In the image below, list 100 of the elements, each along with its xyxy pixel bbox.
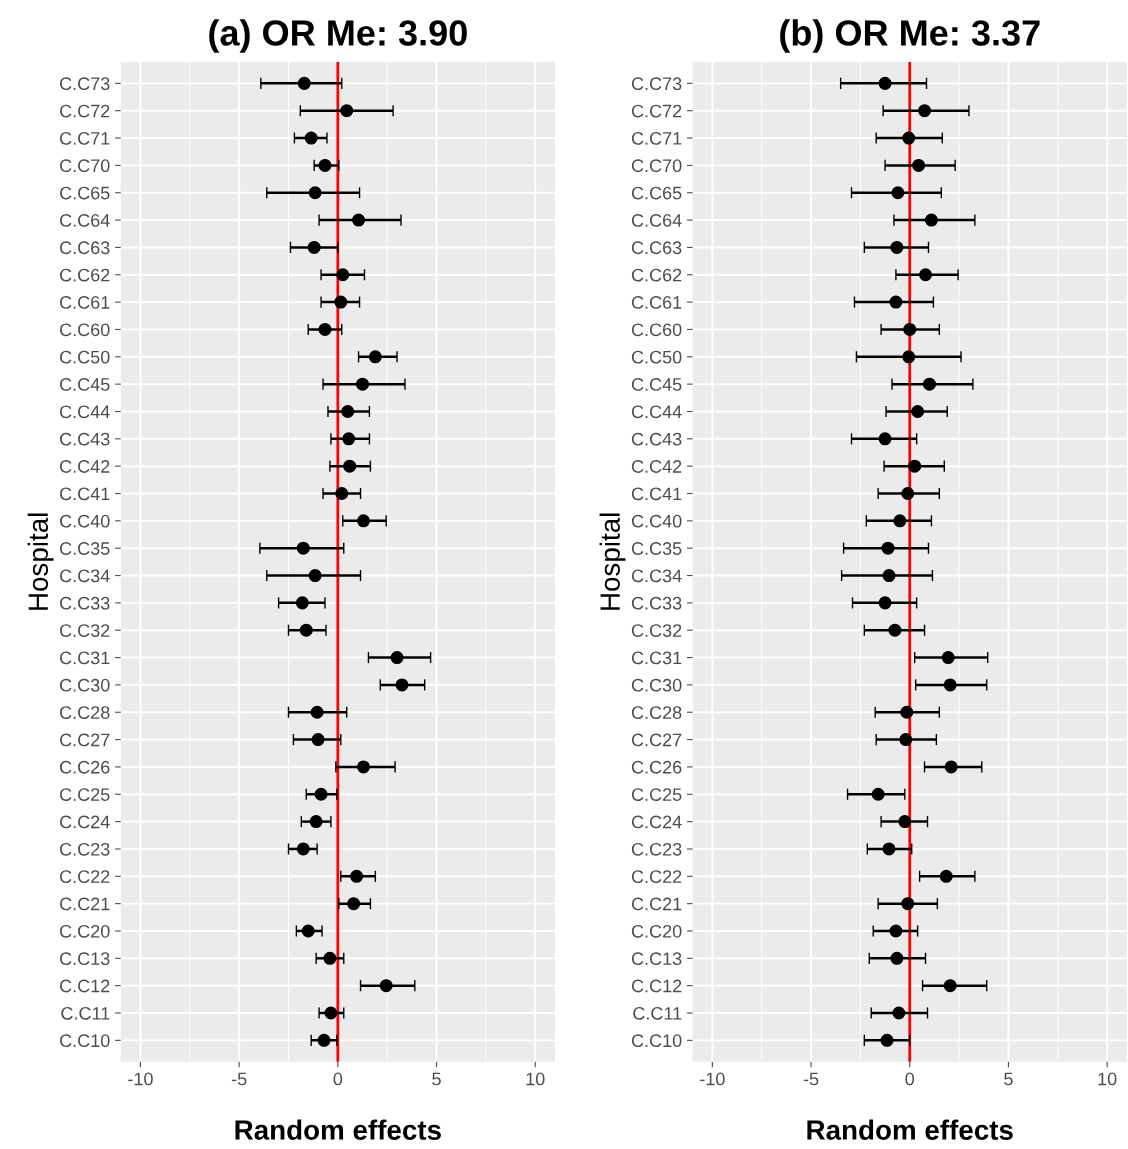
point — [314, 787, 328, 801]
y-tick-label: C.C70 — [631, 159, 682, 173]
y-tick-label: C.C13 — [631, 952, 682, 966]
y-tick-label: C.C32 — [60, 624, 110, 637]
point — [939, 869, 953, 883]
point — [324, 1006, 338, 1020]
point — [318, 158, 332, 172]
point — [900, 705, 914, 719]
point — [902, 131, 916, 145]
y-tick-label: C.C44 — [60, 405, 110, 419]
y-tick-label: C.C65 — [60, 186, 110, 200]
y-tick-label: C.C34 — [60, 569, 110, 583]
point — [891, 186, 905, 200]
y-tick-label: C.C23 — [631, 842, 682, 856]
y-tick-label: C.C62 — [60, 268, 110, 282]
x-tick-label: 5 — [1004, 1072, 1013, 1086]
point — [336, 268, 350, 282]
point — [352, 213, 366, 227]
point — [878, 76, 892, 90]
point — [323, 951, 337, 965]
point — [368, 350, 382, 364]
y-tick-label: C.C11 — [61, 1006, 110, 1020]
y-tick-label: C.C12 — [631, 979, 682, 993]
y-tick-label: C.C50 — [60, 350, 110, 364]
point — [309, 815, 323, 829]
point — [901, 897, 915, 911]
x-tick-label: -5 — [231, 1072, 247, 1086]
y-axis-title: Hospital — [599, 513, 626, 610]
y-axis-title: Hospital — [27, 513, 54, 610]
point — [395, 678, 409, 692]
y-tick-label: C.C12 — [60, 979, 110, 993]
point — [892, 1006, 906, 1020]
point — [890, 240, 904, 254]
x-axis-title: Random effects — [235, 1119, 441, 1140]
y-tick-label: C.C61 — [631, 296, 682, 309]
y-tick-label: C.C43 — [631, 432, 682, 446]
y-tick-label: C.C70 — [60, 159, 110, 173]
point — [310, 705, 324, 719]
y-tick-label: C.C42 — [60, 460, 110, 473]
x-tick-label: 10 — [1098, 1072, 1117, 1086]
y-tick-label: C.C33 — [60, 596, 110, 610]
point — [919, 268, 933, 282]
point — [902, 350, 916, 364]
point — [342, 432, 356, 446]
point — [878, 596, 892, 610]
y-tick-label: C.C50 — [631, 350, 682, 364]
point — [889, 924, 903, 938]
x-tick-label: 0 — [905, 1072, 915, 1086]
y-tick-label: C.C13 — [60, 952, 110, 966]
point — [308, 569, 322, 583]
y-tick-label: C.C44 — [631, 405, 682, 419]
point — [307, 240, 321, 254]
y-tick-label: C.C65 — [631, 186, 682, 200]
y-tick-label: C.C26 — [631, 760, 682, 774]
x-tick-label: -10 — [700, 1072, 725, 1086]
point — [356, 377, 370, 391]
point — [941, 651, 955, 665]
y-tick-label: C.C23 — [60, 842, 110, 856]
y-tick-label: C.C71 — [60, 131, 110, 145]
y-tick-label: C.C61 — [60, 296, 110, 309]
y-tick-label: C.C41 — [631, 487, 682, 501]
point — [901, 487, 915, 501]
point — [890, 951, 904, 965]
y-tick-label: C.C32 — [631, 624, 682, 637]
y-tick-label: C.C31 — [631, 651, 682, 665]
y-tick-label: C.C62 — [631, 268, 682, 282]
point — [924, 213, 938, 227]
y-tick-label: C.C30 — [60, 678, 110, 692]
y-tick-label: C.C33 — [631, 596, 682, 610]
y-tick-label: C.C28 — [60, 706, 110, 719]
y-tick-label: C.C40 — [60, 514, 110, 528]
y-tick-label: C.C73 — [60, 77, 110, 91]
y-tick-label: C.C63 — [631, 241, 682, 255]
y-tick-label: C.C21 — [60, 897, 110, 911]
y-tick-label: C.C43 — [60, 432, 110, 446]
y-tick-label: C.C25 — [60, 788, 110, 801]
y-tick-label: C.C64 — [631, 214, 682, 227]
y-tick-label: C.C24 — [60, 815, 110, 829]
y-tick-label: C.C72 — [60, 104, 110, 118]
y-tick-label: C.C27 — [631, 733, 682, 747]
point — [893, 514, 907, 528]
y-tick-label: C.C60 — [60, 323, 110, 337]
y-tick-label: C.C64 — [60, 214, 110, 227]
point — [881, 541, 895, 555]
point — [882, 842, 896, 856]
y-tick-label: C.C21 — [631, 897, 682, 911]
y-tick-label: C.C42 — [631, 460, 682, 473]
y-tick-label: C.C63 — [60, 241, 110, 255]
y-tick-label: C.C31 — [60, 651, 110, 665]
point — [903, 322, 917, 336]
point — [299, 623, 313, 637]
y-tick-label: C.C71 — [631, 131, 682, 145]
point — [350, 869, 364, 883]
y-tick-label: C.C35 — [631, 542, 682, 555]
y-tick-label: C.C45 — [631, 378, 682, 391]
x-tick-label: 0 — [333, 1072, 343, 1086]
point — [347, 897, 361, 911]
y-tick-label: C.C24 — [631, 815, 682, 829]
x-axis-title: Random effects — [807, 1119, 1013, 1140]
y-tick-label: C.C34 — [631, 569, 682, 583]
